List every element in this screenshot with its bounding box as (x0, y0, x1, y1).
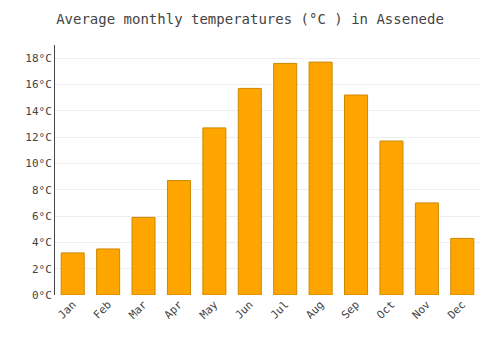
svg-text:Jan: Jan (55, 298, 78, 321)
svg-text:Oct: Oct (374, 298, 397, 321)
svg-text:Feb: Feb (91, 298, 114, 321)
svg-text:Mar: Mar (126, 298, 150, 322)
svg-text:10°C: 10°C (25, 157, 52, 170)
svg-text:Jun: Jun (233, 298, 256, 321)
svg-text:6°C: 6°C (32, 210, 52, 223)
svg-text:4°C: 4°C (32, 236, 52, 249)
svg-text:8°C: 8°C (32, 184, 52, 197)
svg-text:0°C: 0°C (32, 289, 52, 302)
svg-text:Apr: Apr (162, 298, 186, 322)
svg-text:14°C: 14°C (25, 105, 52, 118)
svg-text:Aug: Aug (303, 298, 326, 321)
svg-text:16°C: 16°C (25, 78, 52, 91)
svg-text:Jul: Jul (268, 298, 291, 321)
svg-text:Dec: Dec (445, 298, 468, 321)
svg-text:Sep: Sep (339, 298, 362, 321)
svg-text:May: May (197, 298, 221, 322)
svg-text:Nov: Nov (410, 298, 434, 322)
svg-text:12°C: 12°C (25, 131, 52, 144)
svg-text:18°C: 18°C (25, 52, 52, 65)
svg-text:2°C: 2°C (32, 263, 52, 276)
svg-text:Average monthly temperatures (: Average monthly temperatures (°C ) in As… (56, 11, 444, 27)
